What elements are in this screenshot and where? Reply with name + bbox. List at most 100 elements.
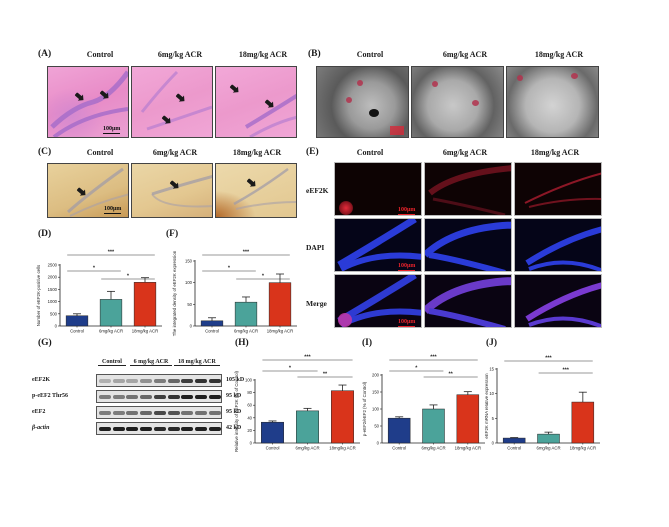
- y-tick-label: 500: [50, 311, 58, 316]
- wb-band: [140, 395, 153, 399]
- bar-0: [65, 315, 89, 327]
- bar-1: [99, 299, 123, 327]
- y-tick-label: 20: [247, 428, 252, 433]
- wb-row-label: p-eEF2 Thr56: [32, 393, 69, 399]
- wb-strip: [96, 422, 222, 435]
- ihc-hippocampus-layer: [66, 167, 128, 217]
- merge-layer: [525, 282, 601, 327]
- panel-c-col-18mg: 18mg/kg ACR: [232, 148, 282, 157]
- x-tick-label: 18mg/kg ACR: [132, 329, 159, 334]
- panel-b-col-control: Control: [356, 50, 384, 59]
- significance-stars: **: [449, 372, 454, 378]
- wb-band: [153, 427, 166, 431]
- panel-e-col-18mg: 18mg/kg ACR: [530, 148, 580, 157]
- y-tick-label: 100: [372, 407, 380, 412]
- wb-band: [153, 379, 166, 383]
- panel-b-label: (B): [308, 49, 321, 59]
- he-hippocampus-layer: [140, 70, 212, 131]
- scale-bar: 100μm: [103, 126, 121, 134]
- significance-stars: ***: [108, 250, 115, 256]
- he-image-6mg: [131, 66, 213, 138]
- wb-size-label: 42 kD: [226, 425, 242, 431]
- wb-band: [126, 379, 139, 383]
- x-tick-label: 18mg/kg ACR: [455, 446, 482, 451]
- y-tick-label: 0: [250, 441, 253, 446]
- significance-stars: *: [262, 274, 265, 280]
- bar-0: [387, 417, 411, 444]
- tem-image-18mg: [506, 66, 599, 138]
- y-axis-label: The integrated density of eEF2K expressi…: [172, 250, 177, 336]
- y-tick-label: 40: [247, 415, 252, 420]
- panel-a-col-6mg: 6mg/kg ACR: [157, 50, 203, 59]
- wb-band: [181, 379, 194, 383]
- wb-size-label: 95 kD: [226, 409, 242, 415]
- wb-band: [99, 395, 111, 399]
- x-tick-label: 18mg/kg ACR: [570, 446, 597, 451]
- dapi-layer: [337, 219, 421, 271]
- wb-band: [99, 427, 111, 431]
- significance-stars: *: [127, 274, 130, 280]
- panel-h-label: (H): [235, 338, 249, 348]
- x-tick-label: 18mg/kg ACR: [329, 446, 356, 451]
- significance-stars: ***: [562, 368, 569, 374]
- wb-band: [112, 427, 125, 431]
- bar-2: [133, 282, 157, 327]
- y-tick-label: 1500: [48, 287, 58, 292]
- panel-d-label: (D): [38, 229, 52, 239]
- wb-band: [112, 395, 125, 399]
- y-tick-label: 60: [247, 403, 252, 408]
- y-tick-label: 0: [492, 441, 495, 446]
- bar-2: [268, 282, 292, 327]
- significance-stars: **: [323, 372, 328, 378]
- x-tick-label: 6mg/kg ACR: [536, 446, 560, 451]
- if-merge-6mg: [424, 274, 512, 328]
- wb-band: [181, 395, 194, 399]
- x-tick-label: Control: [392, 446, 406, 451]
- bar-0: [502, 437, 526, 444]
- wb-row-label: β-actin: [32, 425, 50, 431]
- wb-band: [126, 427, 139, 431]
- wb-strip: [96, 406, 222, 419]
- x-tick-label: 6mg/kg ACR: [421, 446, 445, 451]
- significance-stars: *: [415, 366, 418, 372]
- he-hippocampus-layer: [50, 70, 128, 137]
- scale-bar: 100μm: [398, 319, 416, 327]
- panel-e-row-eef2k: eEF2K: [306, 186, 329, 195]
- panel-e-row-merge: Merge: [306, 299, 327, 308]
- marker-dot: [472, 100, 479, 106]
- panel-f-label: (F): [166, 229, 179, 239]
- wb-band: [208, 411, 221, 415]
- significance-stars: *: [93, 266, 96, 272]
- marker-dot: [357, 80, 363, 86]
- wb-band: [140, 379, 153, 383]
- he-image-18mg: [215, 66, 297, 138]
- scale-bar: 100μm: [104, 206, 122, 214]
- significance-stars: *: [228, 266, 231, 272]
- wb-group-18mg: 18 mg/kg ACR: [174, 359, 220, 366]
- if-dapi-18mg: [514, 218, 602, 272]
- he-image-control: 100μm: [47, 66, 129, 138]
- wb-band: [194, 395, 207, 399]
- x-tick-label: 18mg/kg ACR: [267, 329, 294, 334]
- ihc-image-control: 100μm: [47, 163, 129, 218]
- significance-stars: *: [289, 366, 292, 372]
- y-tick-label: 50: [374, 424, 379, 429]
- wb-band: [112, 379, 125, 383]
- scale-bar: 100μm: [398, 263, 416, 271]
- marker-dot: [346, 97, 352, 103]
- wb-band: [181, 411, 194, 415]
- if-eef2k-18mg: [514, 162, 602, 216]
- y-tick-label: 2500: [48, 263, 58, 268]
- wb-band: [126, 395, 139, 399]
- wb-strip: [96, 390, 222, 403]
- tem-image-control: [316, 66, 409, 138]
- he-hippocampus-layer: [244, 93, 296, 137]
- panel-b-col-18mg: 18mg/kg ACR: [534, 50, 584, 59]
- dapi-layer: [425, 221, 511, 271]
- panel-e-row-dapi: DAPI: [306, 243, 325, 252]
- panel-j-label: (J): [486, 338, 498, 348]
- x-tick-label: 6mg/kg ACR: [234, 329, 258, 334]
- y-tick-label: 150: [372, 390, 380, 395]
- wb-band: [194, 427, 207, 431]
